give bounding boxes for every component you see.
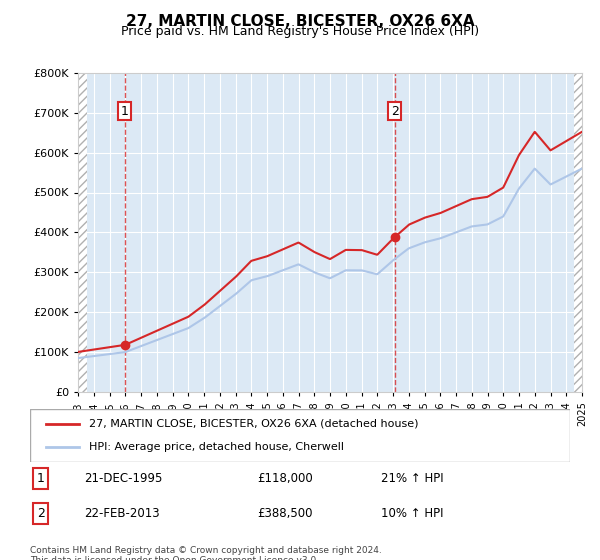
Bar [574,73,582,392]
Text: 2: 2 [391,105,399,118]
Text: 27, MARTIN CLOSE, BICESTER, OX26 6XA: 27, MARTIN CLOSE, BICESTER, OX26 6XA [125,14,475,29]
Text: 27, MARTIN CLOSE, BICESTER, OX26 6XA (detached house): 27, MARTIN CLOSE, BICESTER, OX26 6XA (de… [89,419,419,429]
Text: £118,000: £118,000 [257,472,313,485]
Bar [78,73,88,392]
Text: 22-FEB-2013: 22-FEB-2013 [84,507,160,520]
Text: 10% ↑ HPI: 10% ↑ HPI [381,507,443,520]
Text: Contains HM Land Registry data © Crown copyright and database right 2024.
This d: Contains HM Land Registry data © Crown c… [30,546,382,560]
Text: 21-DEC-1995: 21-DEC-1995 [84,472,163,485]
Text: HPI: Average price, detached house, Cherwell: HPI: Average price, detached house, Cher… [89,442,344,452]
FancyBboxPatch shape [30,409,570,462]
Text: Price paid vs. HM Land Registry's House Price Index (HPI): Price paid vs. HM Land Registry's House … [121,25,479,38]
Text: 1: 1 [121,105,129,118]
Text: 2: 2 [37,507,45,520]
Text: £388,500: £388,500 [257,507,312,520]
Text: 21% ↑ HPI: 21% ↑ HPI [381,472,443,485]
Text: 1: 1 [37,472,45,485]
